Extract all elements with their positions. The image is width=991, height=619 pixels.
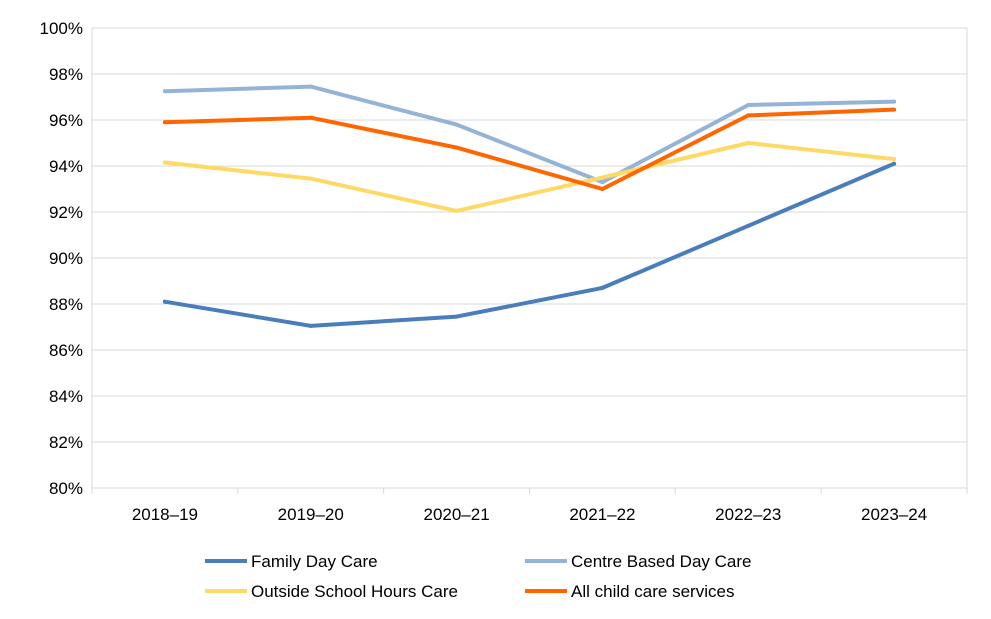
y-tick-label: 80% — [49, 479, 83, 498]
y-tick-label: 100% — [40, 19, 83, 38]
data-point — [162, 160, 167, 165]
series-line-outside-school-hours-care — [162, 141, 897, 213]
x-tick-label: 2022–23 — [715, 505, 781, 524]
data-point — [308, 323, 313, 328]
data-point — [892, 107, 897, 112]
x-tick-label: 2021–22 — [569, 505, 635, 524]
data-point — [454, 208, 459, 213]
y-tick-label: 82% — [49, 433, 83, 452]
data-point — [308, 115, 313, 120]
x-tick-label: 2020–21 — [423, 505, 489, 524]
series-line-family-day-care — [162, 161, 897, 328]
data-point — [454, 122, 459, 127]
x-tick-label: 2018–19 — [132, 505, 198, 524]
y-tick-label: 88% — [49, 295, 83, 314]
y-axis-ticks: 80% 82% 84% 86% 88% 90% 92% 94% 96% 98% 100% — [40, 19, 83, 498]
data-point — [746, 113, 751, 118]
y-tick-label: 90% — [49, 249, 83, 268]
legend-item: All child care services — [525, 582, 734, 601]
data-point — [162, 120, 167, 125]
x-tick-label: 2023–24 — [861, 505, 927, 524]
data-point — [308, 84, 313, 89]
legend-label: Outside School Hours Care — [251, 582, 458, 601]
data-point — [600, 285, 605, 290]
data-point — [162, 89, 167, 94]
data-point — [162, 299, 167, 304]
data-point — [892, 157, 897, 162]
legend-item: Family Day Care — [205, 552, 378, 571]
data-point — [892, 99, 897, 104]
y-tick-label: 92% — [49, 203, 83, 222]
y-tick-label: 94% — [49, 157, 83, 176]
series-line-all-child-care-services — [162, 107, 897, 191]
data-point — [600, 180, 605, 185]
data-point — [746, 103, 751, 108]
data-point — [600, 187, 605, 191]
x-tick-label: 2019–20 — [278, 505, 344, 524]
x-axis-ticks: 2018–19 2019–20 2020–21 2021–22 2022–23 2023–… — [132, 505, 927, 524]
gridlines — [92, 27, 967, 443]
data-point — [308, 176, 313, 181]
y-tick-label: 98% — [49, 65, 83, 84]
legend-label: All child care services — [571, 582, 734, 601]
y-tick-label: 84% — [49, 387, 83, 406]
legend-item: Centre Based Day Care — [525, 552, 751, 571]
y-tick-label: 86% — [49, 341, 83, 360]
data-point — [454, 145, 459, 150]
data-point — [746, 223, 751, 228]
legend: Family Day Care Centre Based Day Care Outs… — [205, 552, 751, 601]
data-point — [454, 314, 459, 319]
y-tick-label: 96% — [49, 111, 83, 130]
data-point — [892, 161, 897, 166]
legend-label: Family Day Care — [251, 552, 378, 571]
data-point — [746, 141, 751, 145]
series-line-centre-based-day-care — [162, 84, 897, 185]
axes — [91, 28, 968, 494]
data-point — [600, 175, 605, 180]
legend-item: Outside School Hours Care — [205, 582, 458, 601]
series-lines — [162, 84, 897, 328]
legend-label: Centre Based Day Care — [571, 552, 751, 571]
